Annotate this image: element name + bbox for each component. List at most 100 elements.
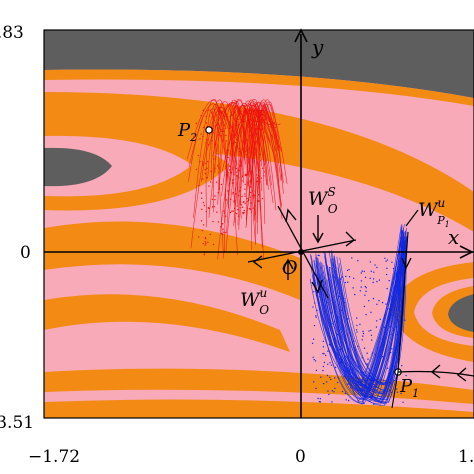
blue-attractor-point xyxy=(335,266,337,269)
p1-manifold-arrow-2 xyxy=(456,367,467,382)
blue-attractor-point xyxy=(374,398,376,400)
red-attractor-point xyxy=(235,167,238,170)
blue-attractor-point xyxy=(333,348,335,350)
blue-attractor-point xyxy=(368,330,370,332)
red-attractor-point xyxy=(195,168,198,171)
red-attractor-point xyxy=(249,186,252,188)
red-attractor-point xyxy=(236,205,238,207)
red-attractor-point xyxy=(239,164,241,167)
red-attractor-point xyxy=(220,232,223,235)
red-attractor-point xyxy=(234,141,237,144)
y-axis-label: y xyxy=(311,35,324,59)
red-attractor-point xyxy=(255,174,258,176)
red-attractor-strand xyxy=(214,101,242,173)
blue-attractor-point xyxy=(337,377,339,379)
blue-attractor-strand xyxy=(315,224,403,392)
red-attractor-point xyxy=(216,165,219,167)
red-attractor-point xyxy=(246,197,248,200)
blue-attractor-point xyxy=(398,282,400,284)
red-attractor-point xyxy=(214,198,216,201)
red-attractor-point xyxy=(249,181,251,183)
blue-attractor-point xyxy=(345,275,347,278)
blue-attractor-point xyxy=(386,287,388,290)
red-attractor-point xyxy=(227,171,229,174)
red-attractor-point xyxy=(210,170,212,173)
red-attractor-point xyxy=(209,181,212,183)
red-attractor-point xyxy=(242,126,244,128)
blue-attractor-point xyxy=(360,286,362,288)
blue-attractor-point xyxy=(330,378,332,381)
red-attractor-point xyxy=(223,130,225,132)
blue-attractor-point xyxy=(394,379,396,382)
blue-attractor-point xyxy=(347,369,350,372)
blue-attractor-point xyxy=(333,391,335,393)
red-attractor-point xyxy=(245,135,247,138)
blue-attractor-point xyxy=(366,363,369,365)
blue-attractor-point xyxy=(385,303,387,305)
blue-attractor-point xyxy=(347,375,349,377)
red-attractor-point xyxy=(220,128,222,131)
red-attractor-point xyxy=(205,122,208,124)
blue-attractor-point xyxy=(315,387,317,390)
blue-attractor-point xyxy=(370,334,373,336)
blue-attractor-point xyxy=(365,363,367,365)
red-attractor-point xyxy=(200,133,202,135)
red-attractor-point xyxy=(208,207,210,209)
blue-attractor-point xyxy=(330,364,333,366)
red-attractor-point xyxy=(263,171,265,173)
x-axis-label: x xyxy=(448,225,459,249)
orange-stripe-top xyxy=(44,69,474,106)
red-attractor-point xyxy=(204,169,206,171)
x-tick-zero: 0 xyxy=(295,447,306,467)
blue-attractor-point xyxy=(362,335,364,337)
blue-attractor-point xyxy=(330,312,333,314)
red-attractor-strand xyxy=(206,102,246,151)
blue-attractor-point xyxy=(315,369,318,372)
red-attractor-point xyxy=(243,209,245,212)
blue-attractor-point xyxy=(394,352,396,354)
red-attractor-point xyxy=(205,210,207,213)
red-attractor-point xyxy=(227,190,229,192)
red-attractor-point xyxy=(214,195,216,197)
red-attractor-point xyxy=(257,200,259,203)
red-attractor-point xyxy=(251,161,254,163)
red-attractor-point xyxy=(200,220,203,222)
blue-attractor-point xyxy=(315,294,318,297)
blue-attractor-point xyxy=(354,293,356,296)
blue-attractor-point xyxy=(370,311,372,314)
red-attractor-point xyxy=(263,160,265,163)
blue-attractor-point xyxy=(383,344,385,346)
blue-attractor-point xyxy=(374,264,376,266)
red-attractor-point xyxy=(245,151,247,153)
red-attractor-point xyxy=(254,113,257,116)
red-attractor-point xyxy=(252,120,255,122)
blue-attractor-point xyxy=(334,387,336,390)
blue-attractor-point xyxy=(361,339,364,341)
p2-label: P2 xyxy=(177,120,197,144)
blue-attractor-point xyxy=(341,298,343,300)
blue-attractor-point xyxy=(386,259,389,261)
red-attractor-point xyxy=(232,191,234,194)
blue-attractor-point xyxy=(397,265,399,267)
blue-attractor-point xyxy=(366,365,369,367)
origin-label: O xyxy=(282,257,298,279)
blue-attractor-point xyxy=(393,366,395,368)
red-attractor-point xyxy=(261,128,263,130)
red-attractor-strand xyxy=(258,109,283,248)
red-attractor-strand xyxy=(248,103,274,178)
blue-attractor-point xyxy=(356,376,358,378)
red-attractor-point xyxy=(217,119,220,122)
blue-attractor-point xyxy=(312,356,314,359)
blue-attractor-point xyxy=(340,328,342,331)
blue-attractor-point xyxy=(326,290,329,293)
blue-attractor-point xyxy=(334,366,337,369)
red-attractor-point xyxy=(246,149,248,151)
blue-attractor-point xyxy=(351,257,353,259)
red-attractor-strand xyxy=(222,109,259,172)
red-attractor-point xyxy=(210,112,213,114)
red-attractor-point xyxy=(251,195,254,197)
red-attractor-point xyxy=(232,179,234,181)
red-attractor-point xyxy=(212,243,215,246)
blue-attractor-point xyxy=(346,269,349,272)
red-attractor-point xyxy=(260,134,262,136)
